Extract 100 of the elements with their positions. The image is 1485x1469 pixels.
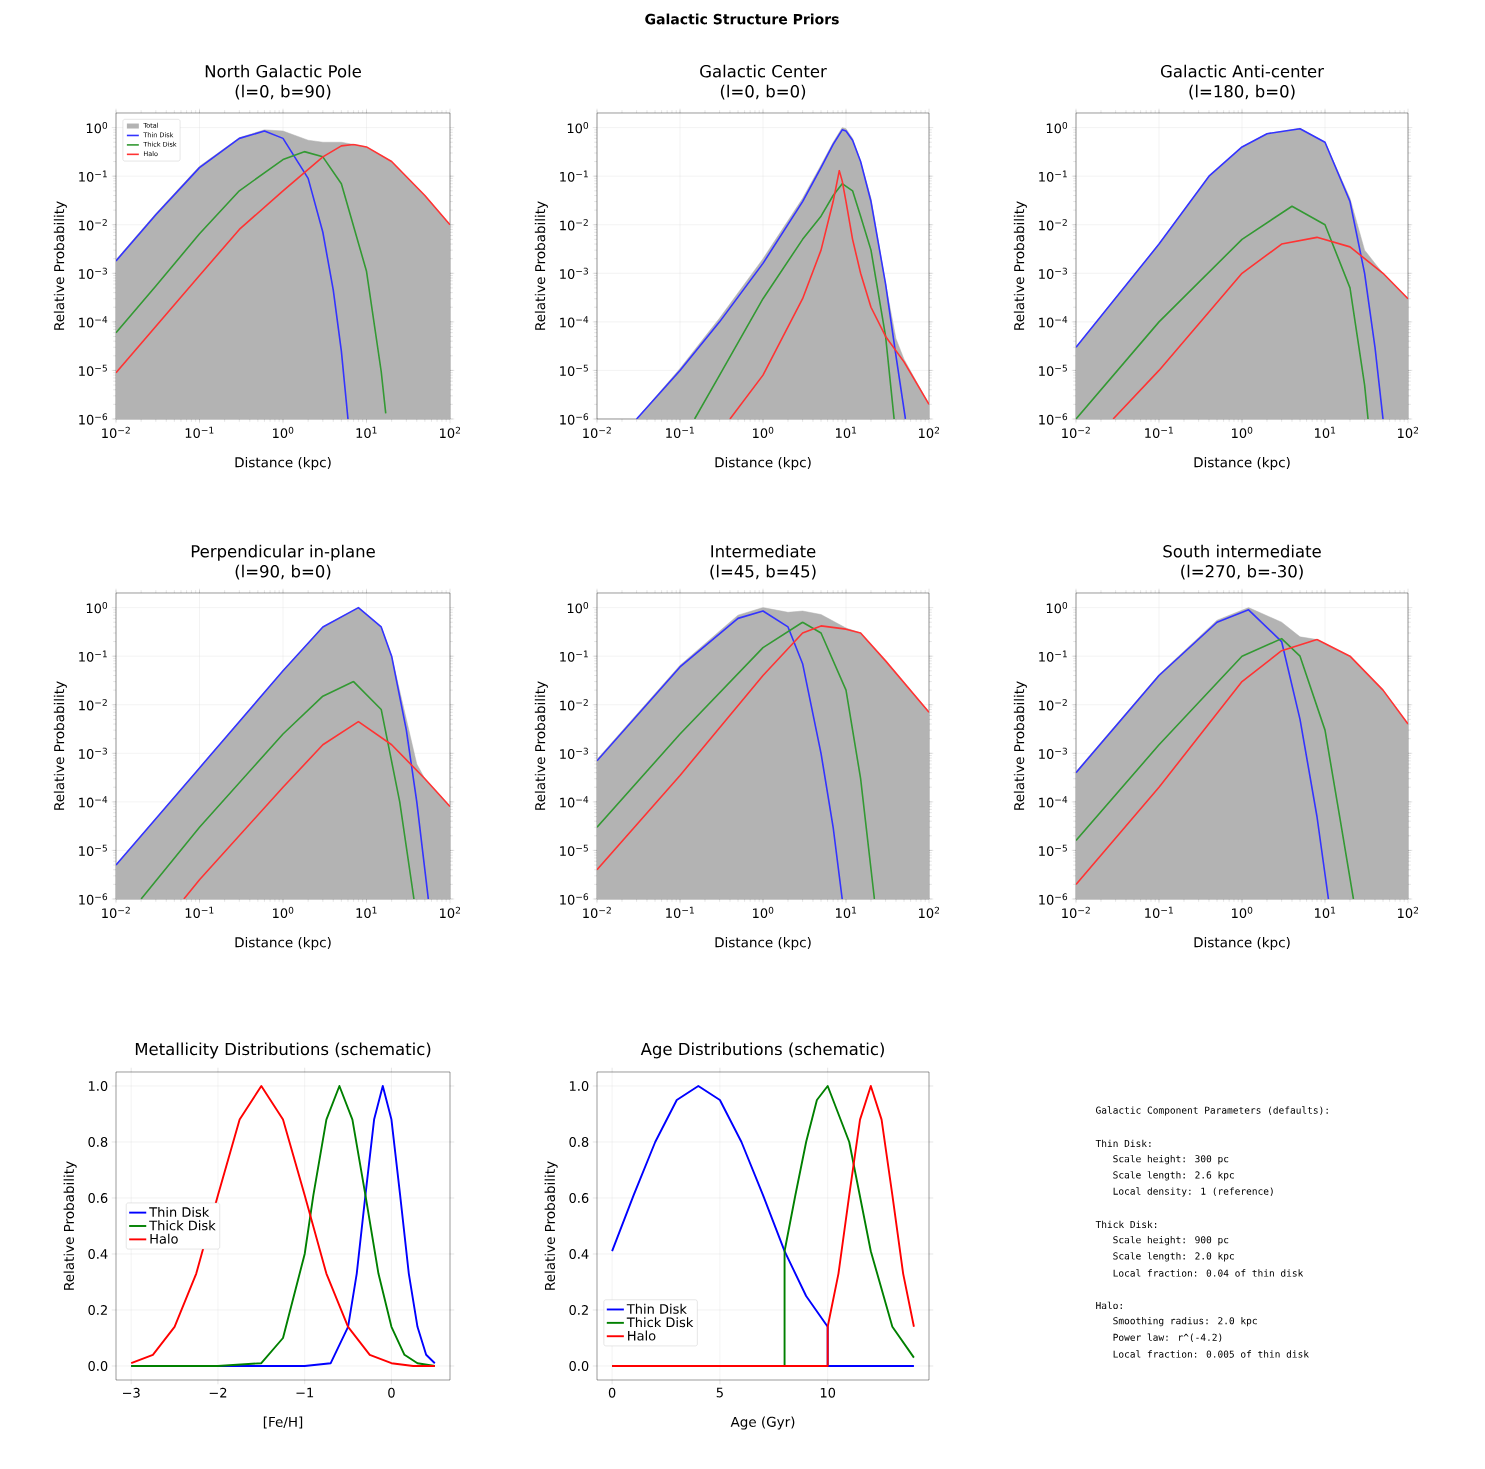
x-tick-label: 10$^{1}$ [836, 906, 857, 918]
x-axis-title: Distance (kpc) [1194, 936, 1290, 951]
y-axis-title: Relative Probability [1013, 681, 1027, 810]
y-tick-label: 10$^{−2}$ [79, 219, 107, 231]
chart-subtitle: (l=90, b=0) [235, 564, 331, 580]
y-tick-label: 10$^{−5}$ [560, 844, 588, 857]
y-tick-label: 10$^{0}$ [1046, 121, 1068, 134]
x-tick-label: 10$^{−1}$ [666, 426, 694, 438]
x-tick-label: 0 [608, 1387, 616, 1398]
y-tick-label: 0.8 [569, 1137, 589, 1147]
text: Local fraction: 0.005 of thin disk [1113, 1350, 1309, 1358]
x-tick-label: 10$^{0}$ [273, 906, 294, 919]
x-axis-title: Age (Gyr) [730, 1416, 795, 1430]
x-tick-label: 10$^{0}$ [753, 906, 774, 919]
x-tick-label: −2 [209, 1387, 227, 1398]
x-tick-label: 10$^{2}$ [1398, 426, 1419, 439]
chart-subtitle: (l=0, b=0) [720, 84, 806, 100]
legend-label: Halo [150, 1233, 178, 1244]
y-tick-label: 10$^{−6}$ [1039, 413, 1068, 425]
x-axis-title: Distance (kpc) [235, 456, 331, 471]
text: Scale height: 900 pc [1113, 1235, 1229, 1246]
x-tick-label: 10$^{−2}$ [102, 906, 130, 919]
y-tick-label: 10$^{−1}$ [1039, 170, 1067, 182]
y-tick-label: 10$^{−3}$ [1039, 267, 1067, 279]
y-tick-label: 1.0 [569, 1081, 589, 1091]
y-tick-label: 10$^{−1}$ [560, 170, 588, 182]
legend-label: Halo [628, 1330, 656, 1341]
text: Thin Disk: [1095, 1139, 1151, 1148]
y-tick-label: 10$^{0}$ [1046, 601, 1068, 614]
chart-subtitle: (l=270, b=-30) [1181, 564, 1303, 580]
y-tick-label: 10$^{−1}$ [79, 170, 107, 182]
y-tick-label: 10$^{0}$ [86, 121, 108, 134]
y-tick-label: 10$^{−5}$ [79, 364, 107, 377]
x-tick-label: 10$^{1}$ [1315, 906, 1336, 918]
y-tick-label: 10$^{−2}$ [79, 699, 107, 711]
x-tick-label: 10$^{−1}$ [185, 906, 214, 918]
y-tick-label: 10$^{−5}$ [1039, 364, 1067, 377]
chart-title: Perpendicular in-plane [191, 544, 375, 561]
x-tick-label: −1 [296, 1387, 314, 1398]
chart-title: North Galactic Pole [205, 64, 361, 78]
x-tick-label: 10$^{−1}$ [185, 426, 214, 438]
y-tick-label: 10$^{0}$ [86, 601, 108, 614]
x-tick-label: 10$^{2}$ [1398, 906, 1419, 919]
text: Thick Disk: [1095, 1220, 1157, 1229]
chart-subtitle: (l=0, b=90) [235, 84, 331, 100]
text: Local density: 1 (reference) [1113, 1187, 1273, 1197]
y-tick-label: 10$^{−2}$ [1039, 219, 1067, 231]
x-axis-title: [Fe/H] [263, 1416, 303, 1429]
y-tick-label: 10$^{−5}$ [560, 364, 588, 377]
text: Local fraction: 0.04 of thin disk [1113, 1269, 1304, 1277]
y-tick-label: 10$^{0}$ [567, 121, 589, 134]
y-tick-label: 0.2 [569, 1305, 588, 1315]
text: Power law: r^(-4.2) [1113, 1333, 1222, 1343]
chart-subtitle: (l=180, b=0) [1189, 84, 1295, 100]
text: Galactic Component Parameters (defaults): [1096, 1106, 1328, 1116]
y-tick-label: 0.6 [88, 1193, 108, 1203]
x-tick-label: 10$^{1}$ [356, 906, 377, 918]
x-axis-title: Distance (kpc) [235, 936, 331, 951]
y-tick-label: 10$^{−1}$ [1039, 650, 1067, 662]
x-axis-title: Distance (kpc) [715, 456, 811, 471]
y-axis-title: Relative Probability [544, 1161, 558, 1290]
y-tick-label: 0.0 [88, 1361, 108, 1371]
x-tick-label: 10$^{0}$ [1232, 906, 1253, 919]
y-tick-label: 10$^{−4}$ [79, 316, 108, 328]
text: Halo: [1096, 1301, 1122, 1310]
y-tick-label: 10$^{−6}$ [560, 413, 589, 425]
x-tick-label: 0 [388, 1387, 395, 1398]
chart-title: South intermediate [1163, 544, 1321, 558]
x-tick-label: 10$^{−1}$ [1145, 906, 1173, 918]
x-tick-label: 10$^{−2}$ [102, 426, 130, 439]
y-tick-label: 0.6 [569, 1193, 589, 1203]
y-tick-label: 10$^{−4}$ [79, 796, 108, 808]
y-tick-label: 10$^{−6}$ [1039, 893, 1068, 905]
x-tick-label: 10$^{1}$ [836, 426, 857, 438]
y-tick-label: 10$^{−2}$ [560, 219, 588, 231]
text: Scale length: 2.6 kpc [1113, 1171, 1234, 1181]
y-tick-label: 10$^{−4}$ [1039, 796, 1068, 808]
x-tick-label: 10$^{−1}$ [1145, 426, 1173, 438]
y-tick-label: 1.0 [88, 1081, 108, 1091]
legend-label: Thin Disk [149, 1206, 210, 1217]
y-tick-label: 10$^{−4}$ [1039, 316, 1068, 328]
x-tick-label: 10$^{2}$ [440, 906, 461, 919]
x-tick-label: 10 [820, 1387, 836, 1398]
chart-title: Galactic Anti-center [1161, 64, 1324, 78]
y-tick-label: 10$^{−6}$ [79, 413, 108, 425]
y-tick-label: 10$^{−3}$ [79, 267, 107, 279]
y-tick-label: 10$^{−2}$ [560, 699, 588, 711]
y-tick-label: 10$^{−4}$ [560, 316, 589, 328]
x-tick-label: 5 [716, 1387, 723, 1398]
y-axis-title: Relative Probability [534, 681, 548, 810]
y-tick-label: 10$^{−5}$ [79, 844, 107, 857]
x-tick-label: 10$^{1}$ [356, 426, 377, 438]
y-axis-title: Relative Probability [63, 1161, 77, 1290]
y-axis-title: Relative Probability [53, 201, 67, 330]
text: Galactic Structure Priors [645, 13, 839, 25]
chart-title: Metallicity Distributions (schematic) [135, 1042, 431, 1059]
y-tick-label: 10$^{−3}$ [1039, 747, 1067, 759]
x-tick-label: 10$^{0}$ [273, 426, 294, 439]
y-tick-label: 10$^{−3}$ [560, 267, 588, 279]
y-axis-title: Relative Probability [534, 201, 548, 330]
